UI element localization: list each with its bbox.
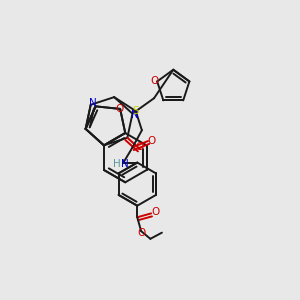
Text: O: O [115,104,124,114]
Text: O: O [151,76,159,86]
Text: O: O [136,142,144,152]
Text: N: N [131,110,139,120]
Text: N: N [89,98,97,108]
Text: O: O [152,207,160,217]
Text: H: H [113,159,121,169]
Text: O: O [137,228,145,239]
Text: N: N [121,159,129,169]
Text: S: S [132,106,139,116]
Text: O: O [148,136,156,146]
